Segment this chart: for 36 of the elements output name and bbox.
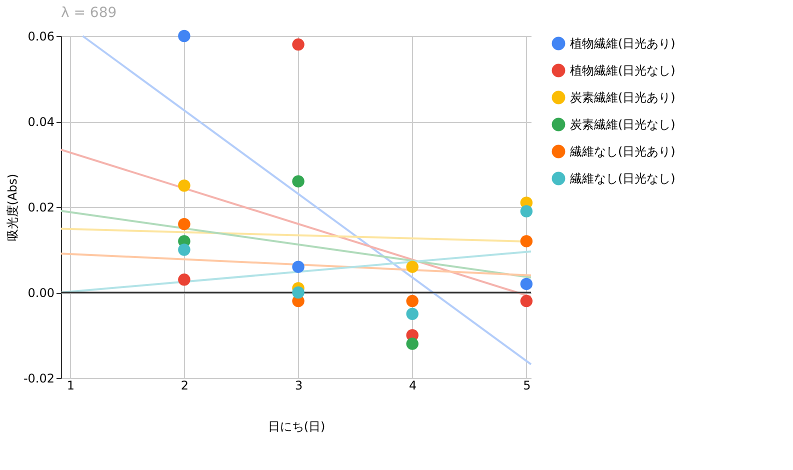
x-axis-title: 日にち(日) bbox=[268, 420, 326, 434]
point bbox=[520, 278, 533, 290]
chart-title: λ = 689 bbox=[61, 4, 117, 21]
point bbox=[406, 294, 418, 308]
legend-label: 植物繊維(日光なし) bbox=[570, 64, 676, 78]
point bbox=[406, 308, 418, 320]
legend-label: 炭素繊維(日光なし) bbox=[570, 118, 676, 132]
y-tick-label: 0.06 bbox=[28, 30, 54, 44]
x-tick-label: 4 bbox=[409, 378, 417, 392]
legend-label: 繊維なし(日光あり) bbox=[569, 144, 676, 158]
y-tick-label: 0.02 bbox=[28, 200, 54, 214]
point bbox=[520, 294, 533, 308]
x-tick-label: 2 bbox=[180, 378, 189, 392]
x-tick-label: 1 bbox=[66, 378, 74, 392]
point bbox=[406, 260, 418, 273]
legend-label: 繊維なし(日光なし) bbox=[569, 172, 676, 186]
y-axis-title: 吸光度(Abs) bbox=[5, 174, 20, 242]
point bbox=[292, 175, 304, 188]
point bbox=[178, 218, 190, 230]
x-tick-label: 3 bbox=[294, 378, 303, 392]
x-tick-label: 5 bbox=[523, 378, 531, 392]
point bbox=[178, 30, 190, 42]
y-tick-label: 0.00 bbox=[28, 286, 54, 300]
legend-label: 植物繊維(日光あり) bbox=[570, 36, 676, 50]
point bbox=[292, 286, 304, 299]
point bbox=[520, 235, 533, 248]
legend-label: 炭素繊維(日光あり) bbox=[570, 90, 676, 104]
point bbox=[406, 338, 418, 350]
y-tick-label: 0.04 bbox=[28, 115, 54, 129]
point bbox=[292, 38, 304, 51]
point bbox=[178, 274, 190, 286]
y-tick-label: -0.02 bbox=[23, 372, 54, 386]
point bbox=[520, 205, 533, 218]
point bbox=[178, 244, 190, 256]
point bbox=[178, 180, 190, 192]
point bbox=[292, 260, 304, 273]
